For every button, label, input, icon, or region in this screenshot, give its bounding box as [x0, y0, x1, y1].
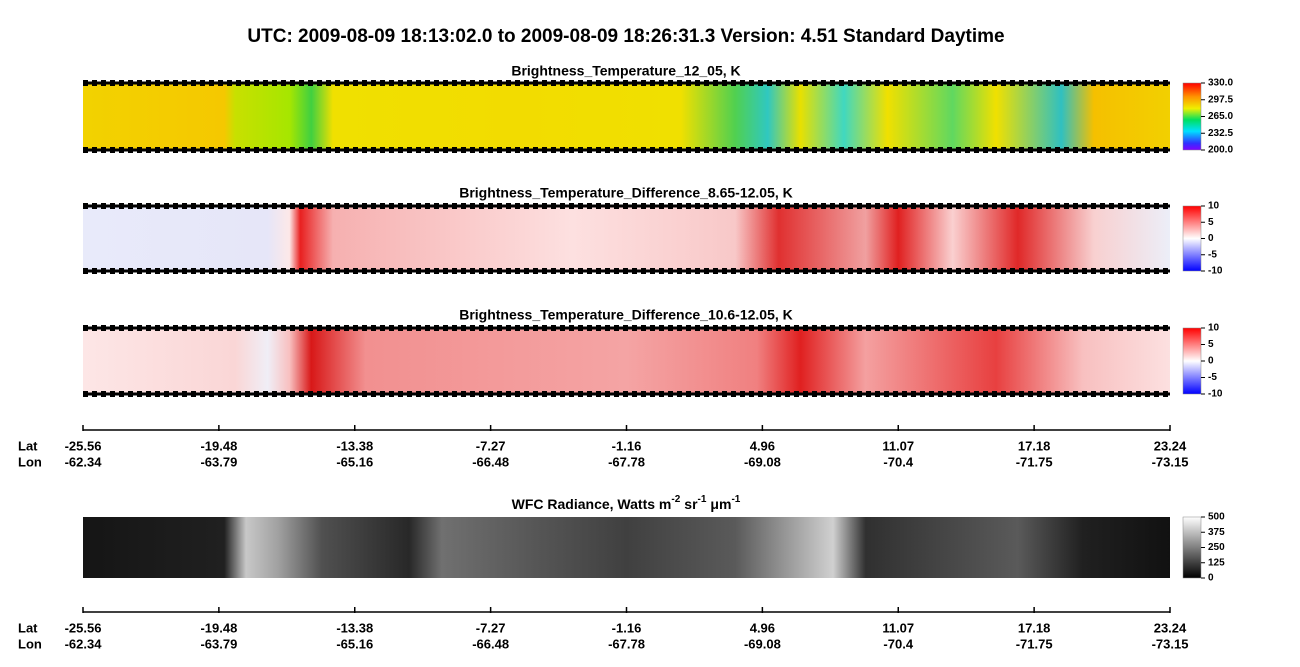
colorbar-tick-label: 265.0 [1208, 111, 1233, 122]
colorbar-tick-label: -5 [1208, 249, 1217, 260]
lon-tick-label: -69.08 [744, 454, 781, 469]
lon-label: Lon [18, 636, 42, 651]
lon-tick-label: -65.16 [336, 636, 373, 651]
colorbar-tick-label: -10 [1208, 266, 1223, 277]
lon-tick-label: -63.79 [200, 454, 237, 469]
image-strip [83, 517, 1170, 578]
colorbar-tick-label: 10 [1208, 323, 1220, 334]
colorbar-tick-label: 5 [1208, 339, 1214, 350]
title-part: sr [684, 496, 698, 512]
colorbar-tick-label: 500 [1208, 512, 1225, 523]
colorbar-tick-label: 330.0 [1208, 78, 1233, 89]
panel-title: Brightness_Temperature_12_05, K [511, 63, 740, 79]
lat-tick-label: 4.96 [750, 620, 775, 635]
title-superscript: -2 [671, 494, 680, 505]
lat-tick-label: 4.96 [750, 438, 775, 453]
title-part: WFC Radiance, Watts m [512, 496, 672, 512]
colorbar-tick-label: 125 [1208, 557, 1225, 568]
colorbar-tick-label: 5 [1208, 217, 1214, 228]
lon-tick-label: -66.48 [472, 636, 509, 651]
lon-tick-label: -63.79 [200, 636, 237, 651]
colorbar [1182, 327, 1202, 395]
lat-tick-label: 23.24 [1154, 620, 1187, 635]
lon-tick-label: -70.4 [883, 636, 913, 651]
image-strip [83, 206, 1170, 271]
lat-tick-label: 17.18 [1018, 438, 1051, 453]
title-superscript: -1 [698, 494, 707, 505]
lat-tick-label: -1.16 [612, 438, 642, 453]
lon-tick-label: -67.78 [608, 636, 645, 651]
colorbar-tick-label: 0 [1208, 233, 1214, 244]
lat-label: Lat [18, 438, 38, 453]
lon-tick-label: -62.34 [65, 636, 103, 651]
lat-tick-label: -25.56 [65, 620, 102, 635]
lat-tick-label: -19.48 [200, 620, 237, 635]
panel-title: WFC Radiance, Watts m-2 sr-1 μm-1 [512, 494, 741, 512]
lat-tick-label: 11.07 [882, 620, 914, 635]
lat-label: Lat [18, 620, 38, 635]
colorbar-tick-label: 0 [1208, 356, 1214, 367]
title-part: μm [710, 496, 731, 512]
panel-title: Brightness_Temperature_Difference_10.6-1… [459, 307, 793, 323]
colorbar [1182, 205, 1202, 272]
lon-tick-label: -65.16 [336, 454, 373, 469]
image-strip [83, 83, 1170, 150]
lon-tick-label: -73.15 [1152, 454, 1189, 469]
lat-tick-label: -25.56 [65, 438, 102, 453]
colorbar [1182, 82, 1202, 151]
lon-tick-label: -66.48 [472, 454, 509, 469]
lon-label: Lon [18, 454, 42, 469]
colorbar-tick-label: 200.0 [1208, 145, 1233, 156]
colorbar-tick-label: 0 [1208, 573, 1214, 584]
lon-tick-label: -69.08 [744, 636, 781, 651]
figure-title: UTC: 2009-08-09 18:13:02.0 to 2009-08-09… [247, 26, 1004, 47]
colorbar [1182, 516, 1202, 579]
colorbar-tick-label: 250 [1208, 542, 1225, 553]
lat-tick-label: -1.16 [612, 620, 642, 635]
lat-tick-label: 23.24 [1154, 438, 1187, 453]
lat-tick-label: -13.38 [336, 620, 373, 635]
colorbar-tick-label: 297.5 [1208, 94, 1233, 105]
lon-tick-label: -71.75 [1016, 636, 1053, 651]
panel-title: Brightness_Temperature_Difference_8.65-1… [459, 185, 793, 201]
colorbar-tick-label: -5 [1208, 372, 1217, 383]
lat-tick-label: -7.27 [476, 620, 506, 635]
lon-tick-label: -70.4 [883, 454, 913, 469]
lat-tick-label: -13.38 [336, 438, 373, 453]
colorbar-tick-label: -10 [1208, 389, 1223, 400]
lon-tick-label: -62.34 [65, 454, 103, 469]
lat-tick-label: 17.18 [1018, 620, 1051, 635]
image-strip [83, 328, 1170, 394]
lon-tick-label: -71.75 [1016, 454, 1053, 469]
lat-tick-label: -7.27 [476, 438, 506, 453]
lat-tick-label: 11.07 [882, 438, 914, 453]
lon-tick-label: -73.15 [1152, 636, 1189, 651]
title-superscript: -1 [731, 494, 740, 505]
lon-tick-label: -67.78 [608, 454, 645, 469]
colorbar-tick-label: 232.5 [1208, 128, 1233, 139]
lat-tick-label: -19.48 [200, 438, 237, 453]
colorbar-tick-label: 10 [1208, 201, 1220, 212]
colorbar-tick-label: 375 [1208, 527, 1225, 538]
